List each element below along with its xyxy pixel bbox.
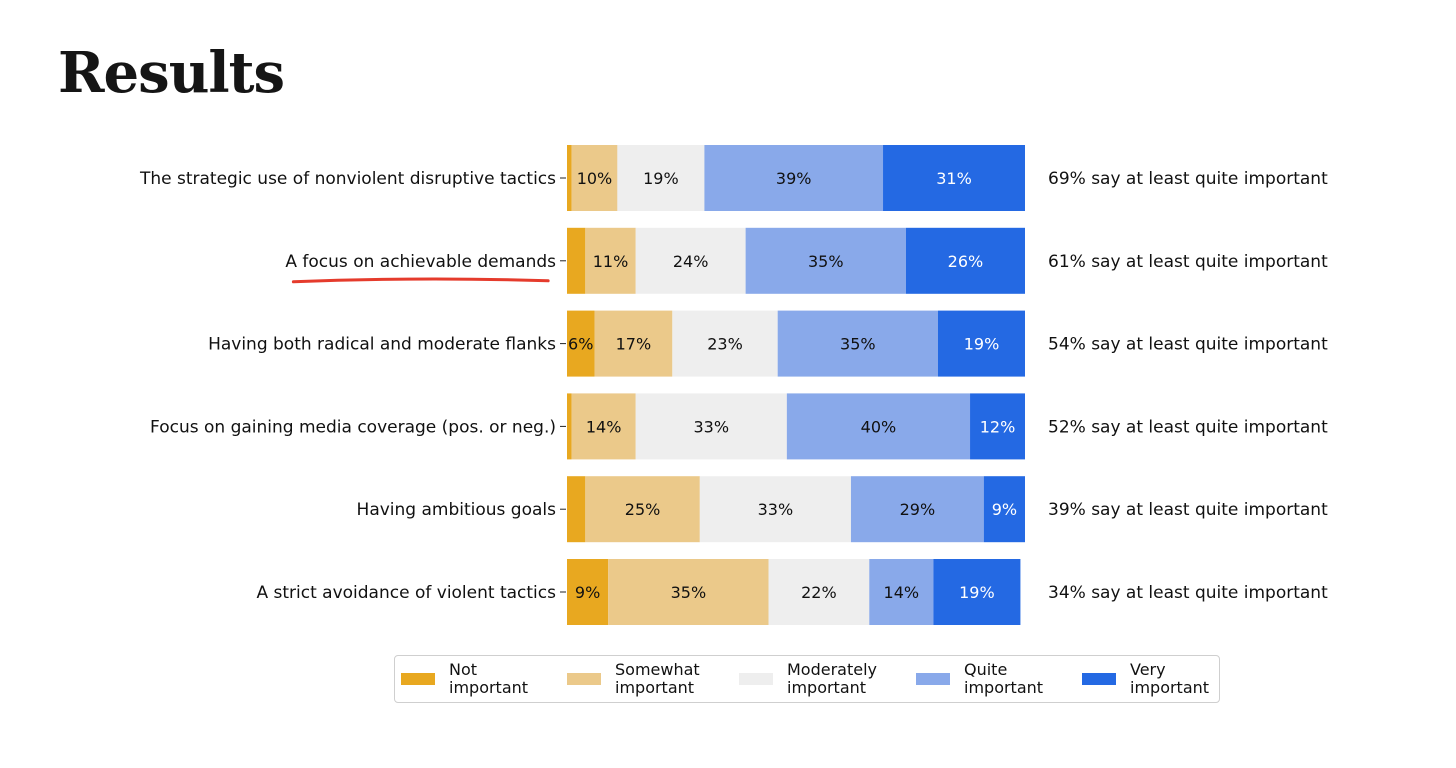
summary-label: 39% say at least quite important	[1048, 500, 1328, 520]
bar-segment	[567, 310, 595, 377]
summary-label: 69% say at least quite important	[1048, 169, 1328, 189]
legend-swatch	[1082, 673, 1116, 685]
category-label: A strict avoidance of violent tactics	[256, 583, 556, 603]
bar-segment	[786, 393, 971, 460]
bar-segment	[567, 145, 572, 211]
bar-segment	[585, 476, 700, 543]
bar-segment	[883, 145, 1025, 211]
data-label: 26%	[948, 252, 984, 271]
data-label: 19%	[643, 169, 679, 188]
legend-label: Quite important	[964, 660, 1044, 697]
legend-label: Very important	[1130, 660, 1210, 697]
bar-segment	[567, 476, 586, 543]
legend-item: Moderately important	[739, 661, 916, 697]
bar-segment	[672, 310, 778, 377]
data-label: 25%	[625, 500, 661, 519]
data-label: 9%	[575, 583, 600, 602]
bar-segment	[745, 227, 906, 294]
bar-segment	[567, 393, 572, 460]
data-label: 33%	[758, 500, 794, 519]
legend-swatch	[916, 673, 950, 685]
data-label: 35%	[840, 335, 876, 354]
data-label: 9%	[992, 500, 1017, 519]
bar-segment	[850, 476, 984, 543]
bar-segment	[704, 145, 884, 211]
data-label: 6%	[568, 335, 593, 354]
data-label: 14%	[884, 583, 920, 602]
legend-item: Somewhat important	[567, 661, 739, 697]
legend-swatch	[567, 673, 601, 685]
category-label: Focus on gaining media coverage (pos. or…	[150, 417, 556, 437]
category-label: Having both radical and moderate flanks	[208, 335, 556, 355]
legend-item: Very important	[1082, 661, 1212, 697]
bar-segment	[594, 310, 673, 377]
bar-segment	[905, 227, 1025, 294]
bar-segment	[768, 559, 870, 625]
legend-item: Not important	[401, 661, 567, 697]
bar-segment	[983, 476, 1025, 543]
category-label: Having ambitious goals	[357, 500, 557, 520]
data-label: 22%	[801, 583, 837, 602]
legend-swatch	[739, 673, 773, 685]
bar-segment	[571, 145, 618, 211]
data-label: 11%	[593, 252, 629, 271]
summary-label: 34% say at least quite important	[1048, 583, 1328, 603]
data-label: 17%	[616, 335, 652, 354]
highlight-underline	[291, 277, 550, 284]
bar-segment	[567, 559, 609, 625]
summary-label: 61% say at least quite important	[1048, 252, 1328, 272]
summary-label: 52% say at least quite important	[1048, 417, 1328, 437]
data-label: 23%	[707, 335, 743, 354]
data-label: 14%	[586, 417, 622, 436]
bar-segment	[699, 476, 851, 543]
legend-item: Quite important	[916, 661, 1082, 697]
bar-segment	[970, 393, 1025, 460]
legend-label: Somewhat important	[615, 660, 700, 697]
bar-segment	[635, 227, 746, 294]
chart-legend: Not important Somewhat important Moderatel…	[394, 655, 1220, 703]
data-label: 33%	[693, 417, 729, 436]
bar-segment	[869, 559, 934, 625]
data-label: 35%	[808, 252, 844, 271]
data-label: 19%	[959, 583, 995, 602]
data-label: 35%	[671, 583, 707, 602]
category-label: The strategic use of nonviolent disrupti…	[139, 169, 556, 189]
data-label: 19%	[964, 335, 1000, 354]
data-label: 10%	[577, 169, 613, 188]
data-label: 29%	[900, 500, 936, 519]
bar-segment	[571, 393, 636, 460]
bar-segment	[933, 559, 1021, 625]
bar-segment	[608, 559, 769, 625]
page-title: Results	[58, 40, 285, 106]
legend-swatch	[401, 673, 435, 685]
data-label: 12%	[980, 417, 1016, 436]
bar-segment	[777, 310, 938, 377]
data-label: 39%	[776, 169, 812, 188]
bar-segment	[617, 145, 705, 211]
bar-segment	[567, 227, 586, 294]
data-label: 31%	[936, 169, 972, 188]
data-label: 40%	[861, 417, 897, 436]
summary-label: 54% say at least quite important	[1048, 335, 1328, 355]
stacked-bar-chart: The strategic use of nonviolent disrupti…	[139, 145, 1328, 625]
bar-segment	[635, 393, 787, 460]
category-label: A focus on achievable demands	[285, 252, 556, 272]
legend-label: Not important	[449, 660, 529, 697]
bar-segment	[585, 227, 636, 294]
data-label: 24%	[673, 252, 709, 271]
bar-segment	[937, 310, 1025, 377]
legend-label: Moderately important	[787, 660, 878, 697]
